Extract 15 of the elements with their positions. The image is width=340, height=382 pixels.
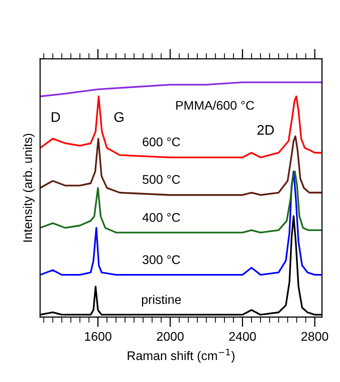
- x-tick-label: 2000: [156, 332, 184, 341]
- annotation: D: [52, 112, 60, 122]
- x-tick-label: 2800: [301, 332, 328, 341]
- x-tick-label: 1600: [84, 332, 112, 341]
- x-axis-title: Raman shift (cm$^{−1}$): [128, 348, 234, 363]
- annotation: 2D: [257, 125, 274, 135]
- series-label: 500 °C: [142, 175, 180, 184]
- series-label: PMMA/600 °C: [176, 100, 254, 110]
- y-axis-title: Intensity (arb. units): [22, 134, 35, 242]
- series-label: pristine: [142, 294, 181, 306]
- x-tick-label: 2400: [229, 332, 256, 341]
- series-label: 300 °C: [142, 255, 180, 264]
- series-label: 400 °C: [142, 213, 180, 222]
- series-label: 600 °C: [142, 137, 180, 146]
- annotation: G: [114, 112, 124, 122]
